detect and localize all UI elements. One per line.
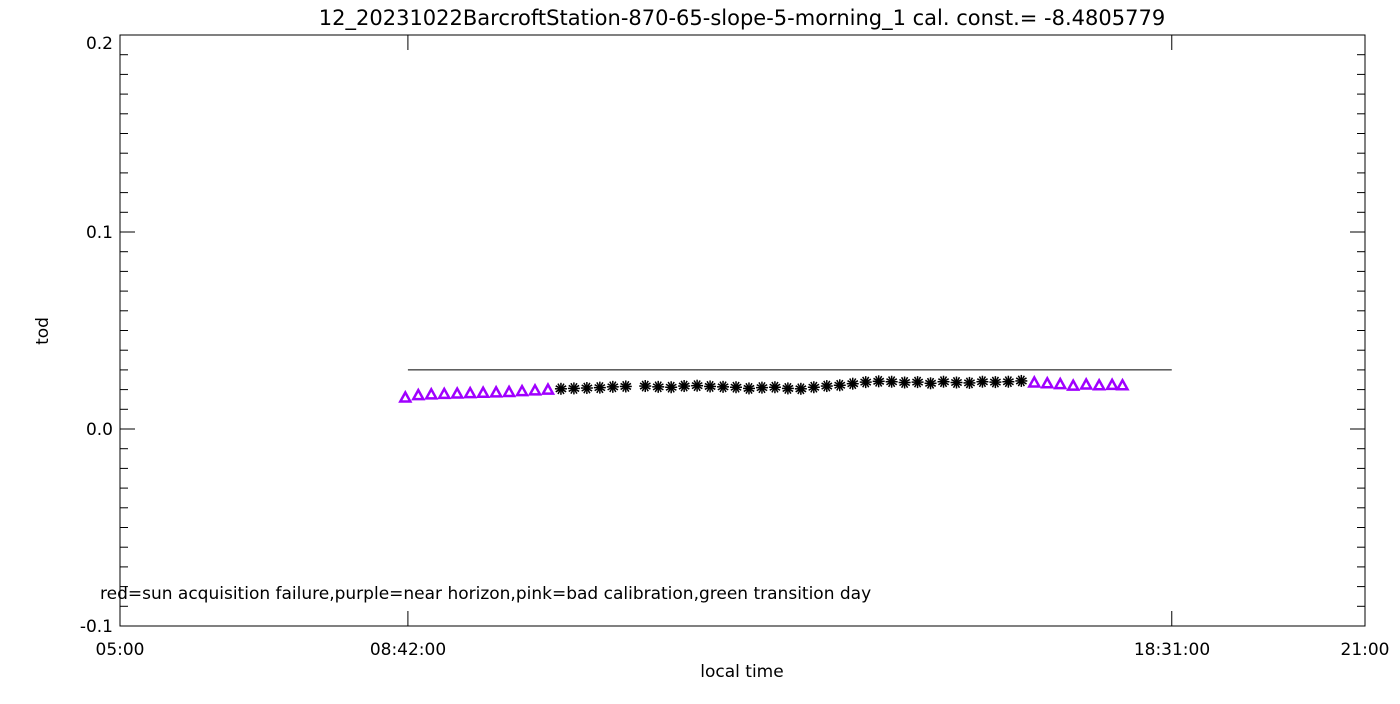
x-tick-label: 18:31:00 <box>1134 640 1210 660</box>
data-point <box>540 382 556 395</box>
legend-annotation: red=sun acquisition failure,purple=near … <box>100 584 871 604</box>
data-point <box>606 380 619 393</box>
data-point <box>665 381 678 394</box>
data-point <box>872 375 885 388</box>
data-point <box>691 379 704 392</box>
data-point <box>527 382 543 396</box>
y-axis-label: tod <box>33 317 53 345</box>
y-tick-label: 0.0 <box>86 420 113 440</box>
data-point <box>437 386 452 400</box>
data-point <box>501 384 517 398</box>
data-point <box>807 381 820 394</box>
data-point <box>1040 375 1055 389</box>
data-point <box>398 389 413 403</box>
data-point <box>639 380 652 393</box>
data-point <box>1015 374 1028 387</box>
plot-frame <box>119 34 1366 627</box>
data-point <box>963 376 976 389</box>
x-tick-label: 21:00 <box>1341 640 1390 660</box>
y-tick-label: 0.1 <box>86 223 113 243</box>
data-point <box>859 376 872 389</box>
data-point <box>704 380 717 393</box>
chart-title: 12_20231022BarcroftStation-870-65-slope-… <box>319 6 1165 31</box>
data-points <box>398 374 1130 403</box>
data-point <box>580 382 593 395</box>
data-point <box>885 375 898 388</box>
data-point <box>1079 376 1094 390</box>
data-point <box>820 380 833 393</box>
data-point <box>1092 377 1107 391</box>
data-point <box>989 376 1002 389</box>
data-point <box>1115 377 1130 391</box>
data-point <box>950 376 963 389</box>
x-tick-label: 05:00 <box>96 640 145 660</box>
data-point <box>937 375 950 388</box>
data-point <box>1027 374 1042 388</box>
data-point <box>488 384 504 398</box>
data-point <box>619 380 632 393</box>
data-point <box>678 380 691 393</box>
data-point <box>717 380 730 393</box>
data-point <box>924 377 937 390</box>
data-point <box>911 376 924 389</box>
data-point <box>1002 375 1015 388</box>
data-point <box>898 376 911 389</box>
x-axis-label: local time <box>700 662 783 682</box>
data-point <box>652 380 665 393</box>
data-point <box>593 381 606 394</box>
data-point <box>463 385 478 399</box>
data-point <box>846 377 859 390</box>
y-tick-label: -0.1 <box>80 617 113 637</box>
y-tick-label: 0.2 <box>86 34 113 54</box>
data-point <box>567 382 580 395</box>
data-point <box>833 379 846 392</box>
axis-ticks <box>120 34 1365 627</box>
data-point <box>450 385 465 399</box>
x-tick-label: 08:42:00 <box>370 640 446 660</box>
data-point <box>755 381 768 394</box>
data-point <box>514 383 530 397</box>
data-point <box>554 382 567 395</box>
data-point <box>1104 377 1120 391</box>
data-point <box>476 385 491 399</box>
data-point <box>768 381 781 394</box>
data-point <box>730 381 743 394</box>
data-point <box>794 382 807 395</box>
data-point <box>781 382 794 395</box>
data-point <box>1066 378 1081 391</box>
data-point <box>742 382 755 395</box>
data-point <box>976 375 989 388</box>
data-point <box>424 386 439 400</box>
data-point <box>1053 376 1068 390</box>
data-point <box>411 387 426 401</box>
